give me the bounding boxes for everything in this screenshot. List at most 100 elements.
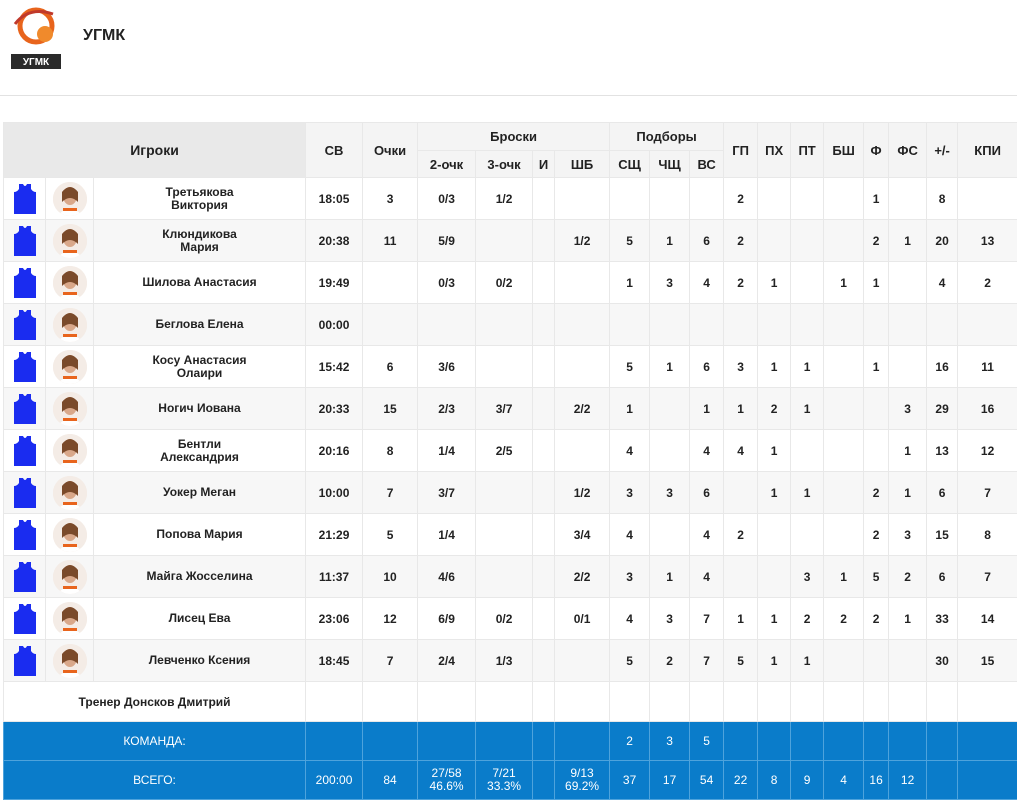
- header-two[interactable]: 2-очк: [417, 150, 477, 178]
- player-row[interactable]: Уокер Меган 10:00 7 3/7 1/2 3 3 6 1 1 2 1 6 7: [3, 471, 1017, 514]
- player-row[interactable]: Клюндикова Мария 20:38 11 5/9 1/2 5 1 6 2 2 1 20 13: [3, 219, 1017, 262]
- header-blk[interactable]: БШ: [823, 122, 865, 178]
- player-row[interactable]: Ногич Иована 20:33 15 2/3 3/7 2/2 1 1 1 2 1 3 29 16: [3, 387, 1017, 430]
- jersey-icon: [3, 429, 46, 472]
- header-min[interactable]: СВ: [305, 122, 364, 178]
- stat-stl: 1: [757, 261, 792, 304]
- player-row[interactable]: Бентли Александрия 20:16 8 1/4 2/5 4 4 4 1 1 13 12: [3, 429, 1017, 472]
- header-ft[interactable]: ШБ: [554, 150, 611, 178]
- stat-pf: 2: [863, 219, 890, 262]
- player-photo[interactable]: [45, 513, 94, 556]
- stat-oreb: [609, 303, 651, 346]
- total-min: 200:00: [305, 760, 364, 800]
- stat-ast: 2: [723, 261, 759, 304]
- player-photo[interactable]: [45, 177, 94, 220]
- stat-tov: 1: [790, 471, 825, 514]
- player-photo[interactable]: [45, 387, 94, 430]
- player-photo[interactable]: [45, 219, 94, 262]
- player-photo[interactable]: [45, 471, 94, 514]
- header-fd[interactable]: ФС: [888, 122, 928, 178]
- player-row[interactable]: Косу Анастасия Олаири 15:42 6 3/6 5 1 6 3 1 1 1 16 11: [3, 345, 1017, 388]
- stat-oreb: 4: [609, 597, 651, 640]
- player-name[interactable]: Шилова Анастасия: [92, 261, 307, 304]
- player-name[interactable]: Косу Анастасия Олаири: [92, 345, 307, 388]
- stat-ft: [554, 345, 611, 388]
- player-name[interactable]: Беглова Елена: [92, 303, 307, 346]
- team-row: КОМАНДА: 2 3 5: [2, 721, 1017, 761]
- stat-fd: 1: [888, 597, 928, 640]
- total-row: ВСЕГО: 200:00 84 27/58 46.6% 7/21 33.3% 9/…: [2, 760, 1017, 800]
- player-photo[interactable]: [45, 555, 94, 598]
- player-row[interactable]: Шилова Анастасия 19:49 0/3 0/2 1 3 4 2 1 1 1 4 2: [3, 261, 1017, 304]
- stat-dreb: 1: [649, 345, 691, 388]
- header-treb[interactable]: ВС: [689, 150, 725, 178]
- total-pts: 84: [362, 760, 419, 800]
- stat-three: [475, 471, 534, 514]
- header-pf[interactable]: Ф: [863, 122, 890, 178]
- player-row[interactable]: Попова Мария 21:29 5 1/4 3/4 4 4 2 2 3 15 8: [3, 513, 1017, 556]
- header-tov[interactable]: ПТ: [790, 122, 825, 178]
- stat-treb: 6: [689, 345, 725, 388]
- header-ast[interactable]: ГП: [723, 122, 759, 178]
- player-photo[interactable]: [45, 303, 94, 346]
- stat-i: [532, 345, 556, 388]
- player-photo[interactable]: [45, 345, 94, 388]
- player-name[interactable]: Левченко Ксения: [92, 639, 307, 682]
- stat-ft: [554, 429, 611, 472]
- player-name[interactable]: Бентли Александрия: [92, 429, 307, 472]
- player-photo[interactable]: [45, 639, 94, 682]
- player-row[interactable]: Майга Жосселина 11:37 10 4/6 2/2 3 1 4 3 1 5 2 6 7: [3, 555, 1017, 598]
- header-pts[interactable]: Очки: [362, 122, 419, 178]
- stat-treb: [689, 177, 725, 220]
- player-name[interactable]: Уокер Меган: [92, 471, 307, 514]
- stat-pf: [863, 429, 890, 472]
- header-stl[interactable]: ПХ: [757, 122, 792, 178]
- stat-dreb: [649, 387, 691, 430]
- stat-pts: 10: [362, 555, 419, 598]
- header-players[interactable]: Игроки: [2, 122, 307, 178]
- team-header: УГМК УГМК: [0, 0, 1017, 96]
- stat-fd: [888, 345, 928, 388]
- header-shots: Броски: [417, 122, 611, 151]
- stat-pts: [362, 261, 419, 304]
- total-stl: 8: [757, 760, 792, 800]
- total-three: 7/21 33.3%: [475, 760, 534, 800]
- total-three-pct: 33.3%: [487, 779, 522, 793]
- stat-tov: [790, 219, 825, 262]
- header-three[interactable]: 3-очк: [475, 150, 534, 178]
- stat-pm: 13: [926, 429, 959, 472]
- player-name[interactable]: Попова Мария: [92, 513, 307, 556]
- player-row[interactable]: Левченко Ксения 18:45 7 2/4 1/3 5 2 7 5 1 1 30 15: [3, 639, 1017, 682]
- header-plusminus[interactable]: +/-: [926, 122, 959, 178]
- player-name[interactable]: Ногич Иована: [92, 387, 307, 430]
- stat-eff: 7: [957, 471, 1017, 514]
- stat-pm: [926, 303, 959, 346]
- stat-tov: [790, 177, 825, 220]
- stat-stl: [757, 219, 792, 262]
- player-name[interactable]: Майга Жосселина: [92, 555, 307, 598]
- stat-two: 0/3: [417, 261, 477, 304]
- player-photo[interactable]: [45, 261, 94, 304]
- header-i[interactable]: И: [532, 150, 556, 178]
- player-row[interactable]: Беглова Елена 00:00: [3, 303, 1017, 346]
- stat-tov: 2: [790, 597, 825, 640]
- header-eff[interactable]: КПИ: [957, 122, 1017, 178]
- stat-treb: 1: [689, 387, 725, 430]
- player-name[interactable]: Третьякова Виктория: [92, 177, 307, 220]
- stat-pm: 4: [926, 261, 959, 304]
- stat-oreb: 5: [609, 639, 651, 682]
- player-photo[interactable]: [45, 429, 94, 472]
- player-row[interactable]: Третьякова Виктория 18:05 3 0/3 1/2 2 1 8: [3, 177, 1017, 220]
- player-name[interactable]: Лисец Ева: [92, 597, 307, 640]
- stat-three: 0/2: [475, 597, 534, 640]
- stat-eff: 16: [957, 387, 1017, 430]
- stat-min: 15:42: [305, 345, 364, 388]
- stat-dreb: 1: [649, 555, 691, 598]
- player-name[interactable]: Клюндикова Мария: [92, 219, 307, 262]
- header-dreb[interactable]: ЧЩ: [649, 150, 691, 178]
- stat-tov: 1: [790, 345, 825, 388]
- header-oreb[interactable]: СЩ: [609, 150, 651, 178]
- player-row[interactable]: Лисец Ева 23:06 12 6/9 0/2 0/1 4 3 7 1 1 2 2 2 1 33 14: [3, 597, 1017, 640]
- stat-treb: [689, 303, 725, 346]
- player-photo[interactable]: [45, 597, 94, 640]
